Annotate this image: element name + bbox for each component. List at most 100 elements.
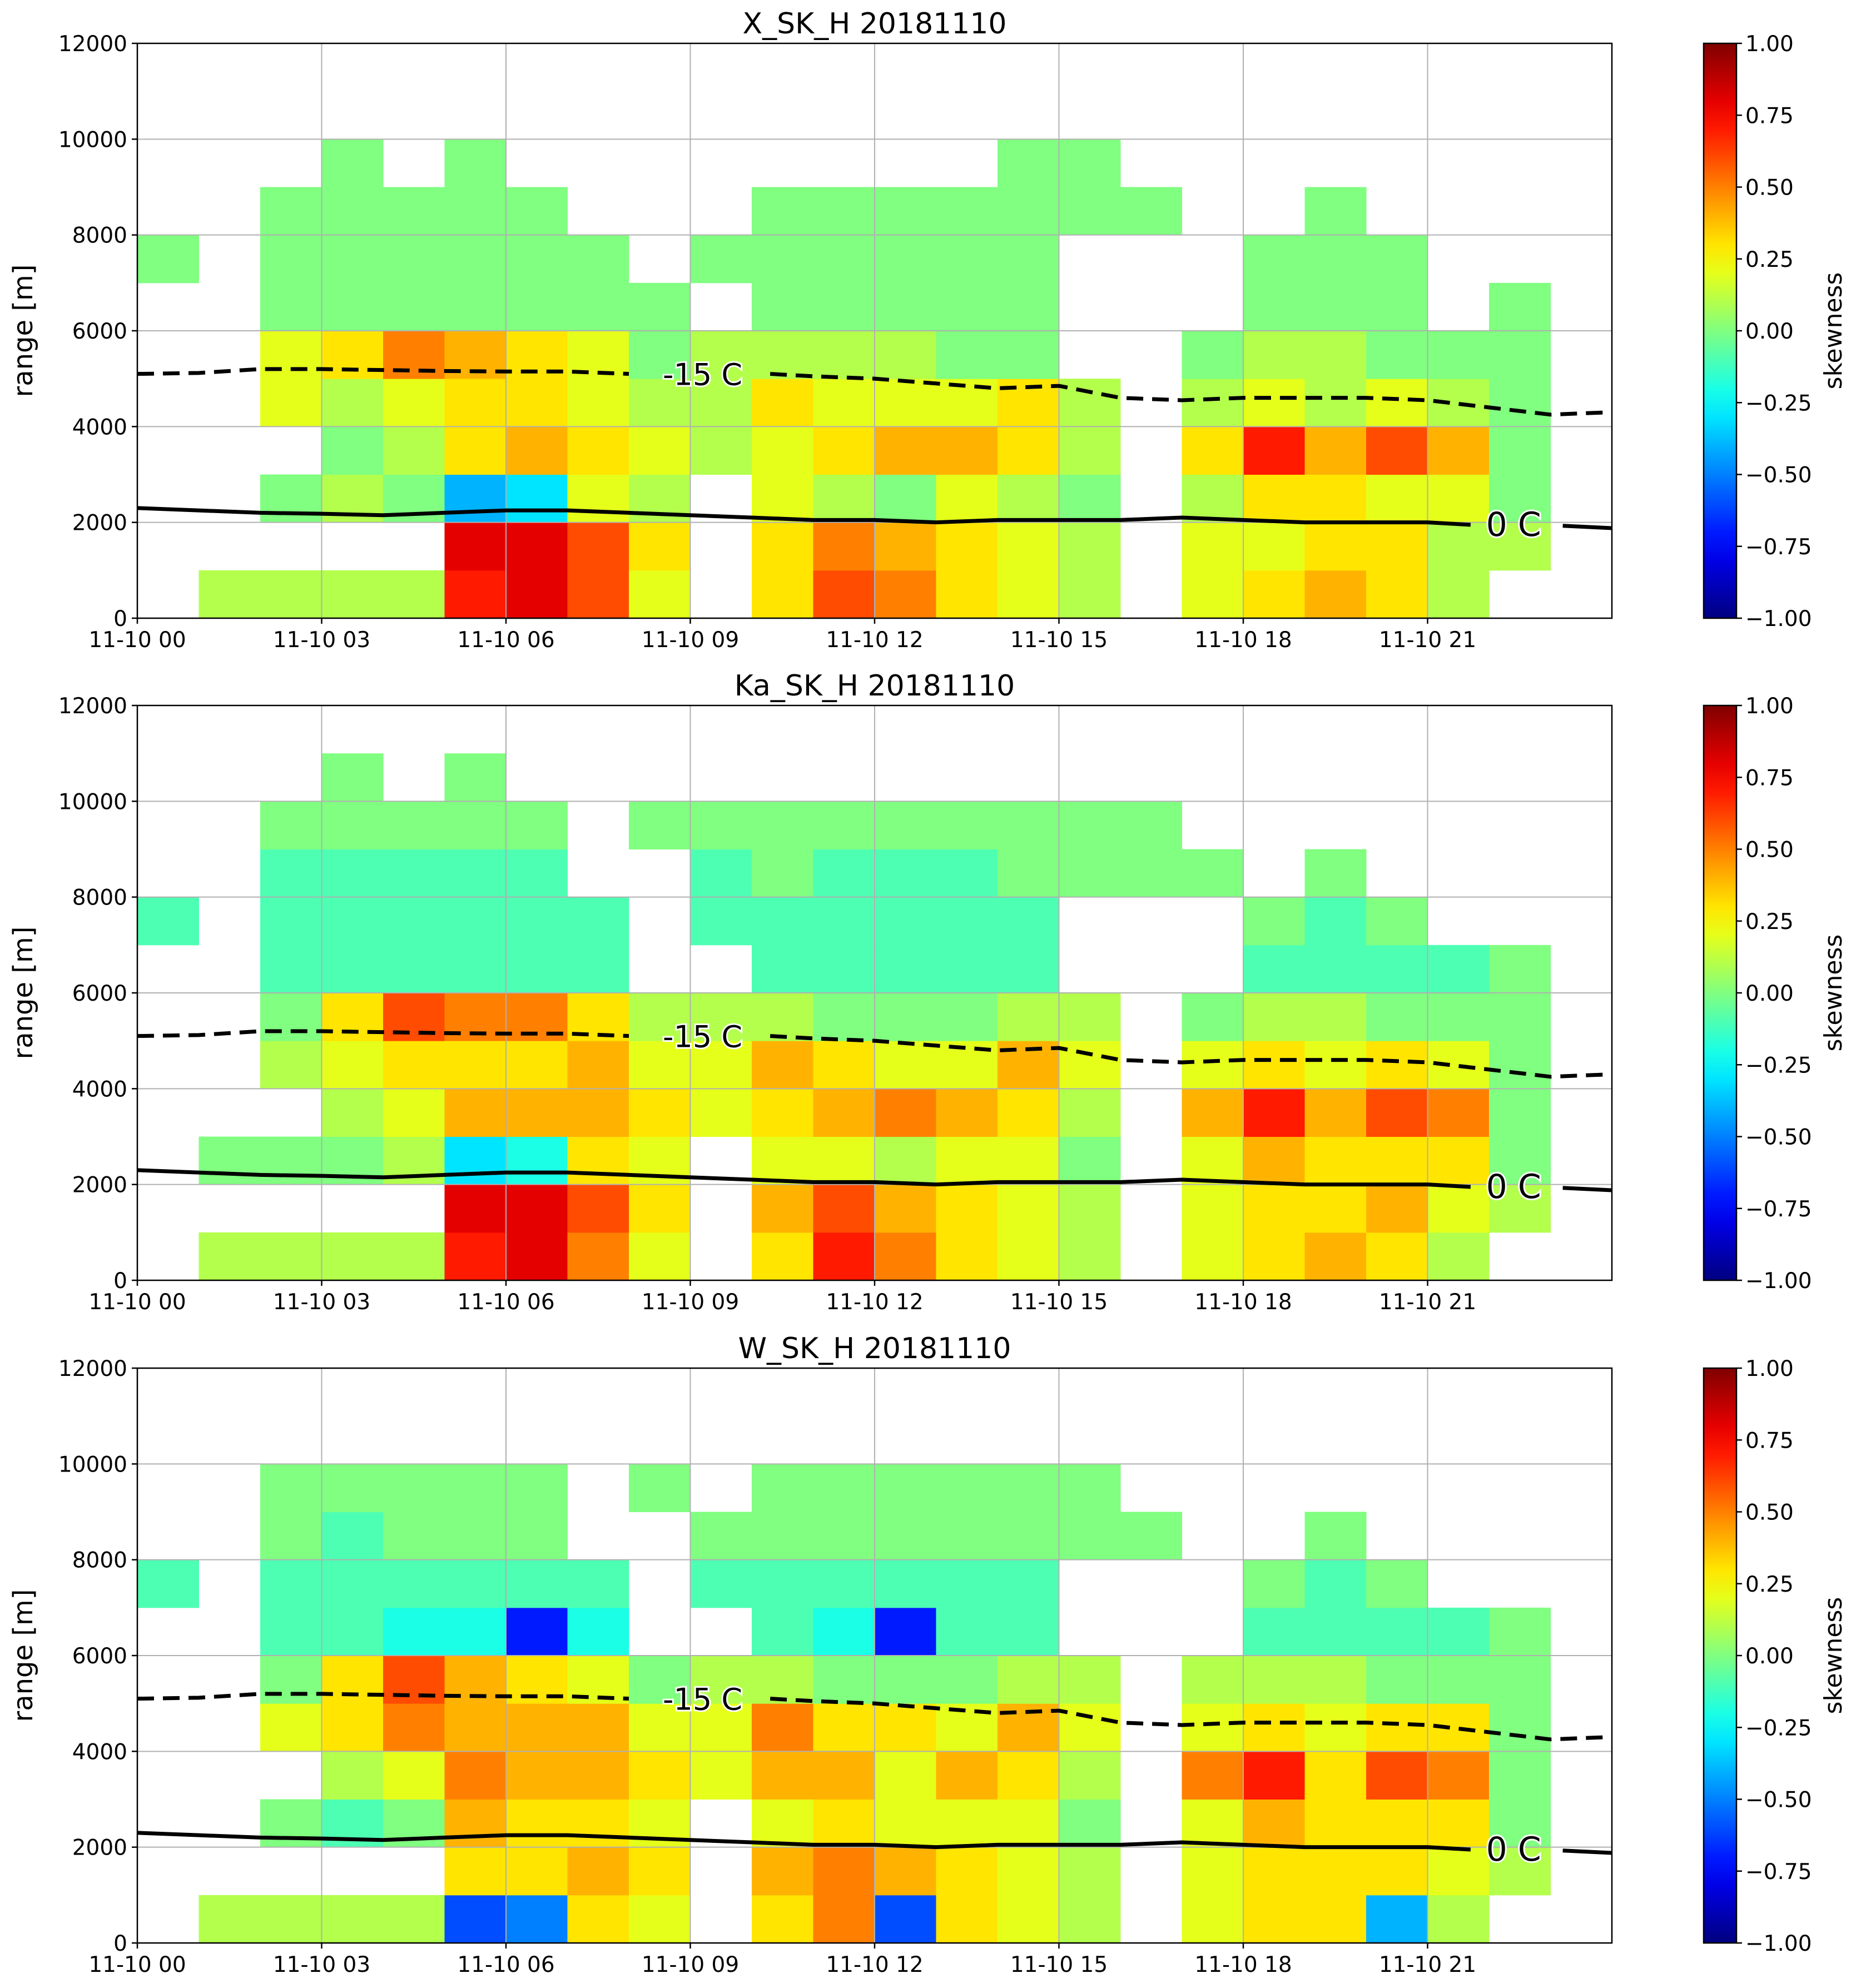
heatmap-cell (1243, 1799, 1305, 1848)
colorbar-tick-label: 0.25 (1745, 247, 1794, 272)
heatmap-cell (321, 849, 384, 898)
heatmap-cell (752, 1464, 813, 1512)
heatmap-cell (936, 1464, 998, 1512)
colorbar-tick-label: 0.75 (1745, 766, 1794, 791)
heatmap-cell (1182, 522, 1244, 571)
heatmap-cell (752, 379, 813, 427)
heatmap-cell (690, 1089, 752, 1137)
heatmap-cell (936, 1232, 998, 1281)
x-tick-label: 11-10 06 (457, 628, 554, 653)
isotherm-label: 0 C (1486, 1167, 1541, 1206)
x-tick-label: 11-10 21 (1379, 1290, 1476, 1315)
heatmap-cell (875, 1512, 936, 1560)
heatmap-cell (998, 1799, 1059, 1848)
heatmap-cell (321, 753, 384, 802)
heatmap-cell (567, 570, 629, 619)
heatmap-cell (1059, 474, 1121, 523)
heatmap-cell (1366, 945, 1428, 993)
heatmap-cell (998, 801, 1059, 849)
heatmap-cell (1304, 1041, 1367, 1089)
heatmap-cell (567, 426, 629, 475)
heatmap-cell (936, 235, 998, 284)
heatmap-cell (1059, 1703, 1121, 1752)
panel: -15 C 0 C 0 2000 4000 6000 8000 10000 12000 11-10… (8, 1332, 1848, 1977)
heatmap-cell (813, 1136, 875, 1185)
heatmap-cell (1182, 1656, 1244, 1704)
heatmap-cell (936, 801, 998, 849)
heatmap-cell (1182, 474, 1244, 523)
heatmap-cell (260, 1041, 322, 1089)
heatmap-cell (1120, 849, 1182, 898)
heatmap-cell (383, 1607, 445, 1656)
heatmap-cell (567, 379, 629, 427)
heatmap-cell (629, 1184, 691, 1233)
x-tick-label: 11-10 15 (1010, 628, 1108, 653)
y-tick-label: 6000 (72, 1644, 127, 1669)
heatmap-cell (875, 1895, 936, 1944)
heatmap-cell (936, 1136, 998, 1185)
heatmap-cell (813, 1559, 875, 1608)
heatmap-cell (506, 570, 568, 619)
heatmap-cell (1182, 1895, 1244, 1944)
heatmap-cell (875, 1607, 936, 1656)
heatmap-cell (1304, 522, 1367, 571)
heatmap-cell (1489, 1847, 1551, 1896)
heatmap-cell (1304, 1703, 1367, 1752)
heatmap-cell (383, 945, 445, 993)
heatmap-cell (813, 1656, 875, 1704)
heatmap-cell (1059, 1512, 1121, 1560)
isotherm-line (137, 1168, 1612, 1192)
heatmap-cell (752, 1089, 813, 1137)
heatmap-cell (998, 897, 1059, 946)
heatmap-cell (936, 331, 998, 379)
heatmap-cell (321, 1895, 384, 1944)
heatmap-cell (567, 474, 629, 523)
heatmap-cell (1304, 187, 1367, 236)
heatmap-cell (444, 474, 507, 523)
heatmap-cell (1059, 426, 1121, 475)
heatmap-cell (1059, 993, 1121, 1041)
heatmap-cell (1059, 570, 1121, 619)
heatmap-cell (506, 379, 568, 427)
heatmap-cell (1059, 1136, 1121, 1185)
x-tick-label: 11-10 03 (273, 1290, 370, 1315)
heatmap-cell (1304, 1089, 1367, 1137)
heatmap-cell (1366, 1184, 1428, 1233)
heatmap-cell (998, 1184, 1059, 1233)
heatmap-cell (813, 1607, 875, 1656)
heatmap-cell (813, 1464, 875, 1512)
heatmap-cell (1304, 1751, 1367, 1800)
heatmap-cell (1366, 1232, 1428, 1281)
heatmap-cell (936, 187, 998, 236)
heatmap-cell (567, 945, 629, 993)
heatmap-cell (1182, 331, 1244, 379)
heatmap-cell (444, 1136, 507, 1185)
heatmap-cell (1120, 187, 1182, 236)
isotherm-label: -15 C (663, 1682, 742, 1717)
heatmap-cell (260, 849, 322, 898)
heatmap-cell (506, 1847, 568, 1896)
heatmap-cell (1182, 849, 1244, 898)
heatmap-cell (506, 897, 568, 946)
heatmap-cell (1427, 1089, 1490, 1137)
heatmap-cell (1304, 1895, 1367, 1944)
heatmap-cell (1243, 331, 1305, 379)
heatmap-cell (383, 235, 445, 284)
x-tick-label: 11-10 21 (1379, 628, 1476, 653)
colorbar-tick-label: 0.50 (1745, 838, 1794, 863)
heatmap-cell (690, 801, 752, 849)
x-tick-label: 11-10 00 (88, 628, 186, 653)
heatmap-cell (629, 1464, 691, 1512)
heatmap-cell (1489, 945, 1551, 993)
heatmap-cell (1427, 945, 1490, 993)
heatmap-cell (1304, 1136, 1367, 1185)
heatmap-cell (567, 1847, 629, 1896)
heatmap-cell (690, 849, 752, 898)
heatmap-cell (1059, 849, 1121, 898)
heatmap-cell (1489, 1607, 1551, 1656)
heatmap-cell (567, 1895, 629, 1944)
heatmap-cell (936, 1799, 998, 1848)
heatmap-cell (1366, 331, 1428, 379)
heatmap-cell (567, 1184, 629, 1233)
heatmap-cell (629, 801, 691, 849)
